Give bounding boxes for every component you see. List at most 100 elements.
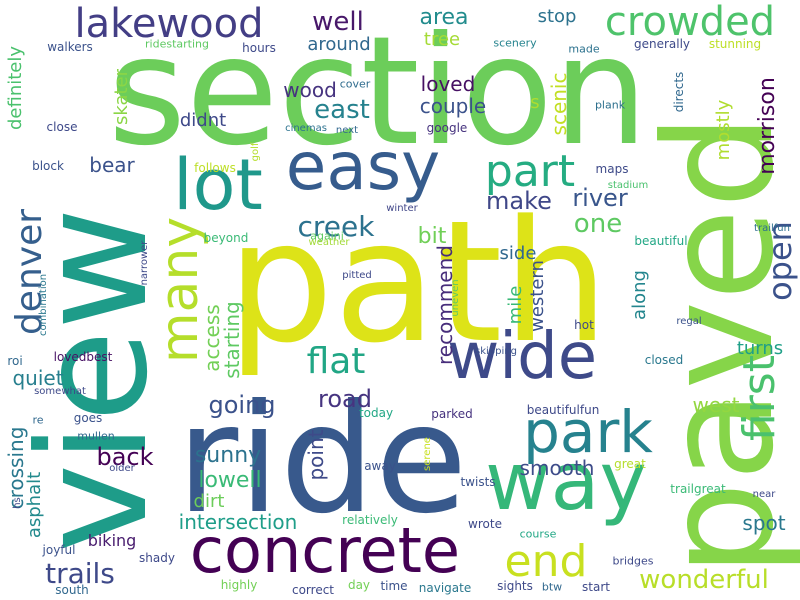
word: google bbox=[426, 121, 468, 135]
word: loved bbox=[420, 72, 476, 96]
word: uneven bbox=[450, 279, 461, 317]
word: stop bbox=[537, 6, 577, 27]
word: joyful bbox=[42, 543, 76, 557]
word: dirt bbox=[193, 491, 225, 512]
word: lowell bbox=[198, 468, 262, 493]
word: trails bbox=[45, 557, 115, 590]
word: access bbox=[200, 304, 224, 372]
word: shady bbox=[139, 551, 175, 565]
word: asphalt bbox=[24, 471, 45, 539]
word: area bbox=[419, 5, 469, 30]
word: cover bbox=[339, 77, 371, 91]
word: cinemas bbox=[285, 123, 327, 134]
word: great bbox=[614, 457, 646, 471]
word: concrete bbox=[189, 514, 461, 587]
word: definitely bbox=[5, 45, 26, 131]
word: way bbox=[485, 435, 647, 528]
word: scenic bbox=[547, 72, 571, 136]
word: river bbox=[572, 184, 628, 212]
word: creek bbox=[297, 210, 375, 243]
word: hours bbox=[242, 41, 276, 55]
word: generally bbox=[633, 37, 691, 51]
word: bit bbox=[417, 224, 447, 249]
word: lakewood bbox=[74, 1, 264, 47]
word: weather bbox=[308, 237, 350, 248]
word: narrower bbox=[139, 240, 150, 286]
word: spot bbox=[742, 511, 786, 535]
word: goes bbox=[73, 411, 103, 425]
word: ridestarting bbox=[145, 37, 209, 51]
word: many bbox=[150, 216, 210, 364]
word: hs bbox=[12, 497, 23, 509]
word: day bbox=[347, 578, 371, 592]
word: beautiful bbox=[634, 234, 688, 248]
word: easy bbox=[285, 128, 441, 205]
word: follows bbox=[194, 161, 236, 175]
word: start bbox=[582, 580, 610, 594]
word: serene bbox=[422, 437, 433, 471]
word: bridges bbox=[612, 554, 654, 568]
word: scenery bbox=[493, 36, 537, 50]
word: againi bbox=[310, 229, 344, 243]
word: didnt bbox=[179, 110, 227, 131]
word: combination bbox=[38, 273, 49, 337]
word: skater bbox=[111, 68, 132, 126]
word: trailfun bbox=[754, 223, 790, 234]
word: mullen bbox=[77, 429, 115, 443]
word: stunning bbox=[708, 37, 762, 51]
word: west bbox=[692, 393, 740, 417]
word: mostly bbox=[713, 99, 734, 161]
word: time bbox=[380, 579, 408, 593]
word: turns bbox=[736, 338, 784, 359]
word: skipping bbox=[475, 346, 517, 357]
word: roi bbox=[7, 354, 23, 368]
word: south bbox=[55, 583, 89, 597]
word: sunny bbox=[194, 443, 262, 468]
word: part bbox=[484, 146, 576, 197]
word: regal bbox=[676, 316, 702, 327]
word: relatively bbox=[342, 513, 398, 527]
word: morrison bbox=[755, 77, 780, 175]
word: close bbox=[46, 120, 78, 134]
word: intersection bbox=[178, 510, 298, 534]
word: starting bbox=[220, 301, 244, 379]
word: course bbox=[519, 527, 557, 541]
word: mile bbox=[505, 285, 526, 325]
word: pitted bbox=[342, 270, 372, 281]
word: parked bbox=[431, 407, 473, 421]
word: side bbox=[499, 243, 537, 264]
word: ride bbox=[176, 373, 468, 547]
word: first bbox=[734, 355, 785, 441]
word: make bbox=[486, 187, 552, 215]
word: closed bbox=[644, 353, 684, 367]
word: trailgreat bbox=[670, 482, 726, 496]
word: next bbox=[335, 125, 359, 136]
word: block bbox=[32, 159, 64, 173]
word: smooth bbox=[519, 456, 595, 480]
word: point bbox=[304, 429, 328, 481]
word: tree bbox=[423, 29, 461, 50]
word: beautifulfun bbox=[526, 403, 600, 417]
word: stadium bbox=[607, 180, 649, 191]
word: beyond bbox=[203, 231, 249, 245]
word: twists bbox=[460, 475, 496, 489]
word: lovedbest bbox=[53, 350, 113, 364]
word: wood bbox=[283, 78, 337, 102]
word: east bbox=[314, 95, 370, 125]
word: going bbox=[208, 391, 276, 419]
word: section bbox=[107, 5, 649, 179]
word: somewhat bbox=[34, 386, 86, 397]
word: couple bbox=[419, 94, 487, 118]
word: hot bbox=[574, 318, 594, 332]
word: correct bbox=[291, 583, 335, 597]
word: around bbox=[307, 34, 371, 55]
word: flat bbox=[306, 341, 366, 382]
word: wide bbox=[446, 320, 598, 394]
word: biking bbox=[87, 531, 137, 550]
word: made bbox=[568, 42, 600, 56]
word: today bbox=[358, 406, 394, 420]
word: re bbox=[32, 413, 44, 427]
word: crowded bbox=[604, 0, 776, 45]
word: directs bbox=[672, 71, 686, 113]
